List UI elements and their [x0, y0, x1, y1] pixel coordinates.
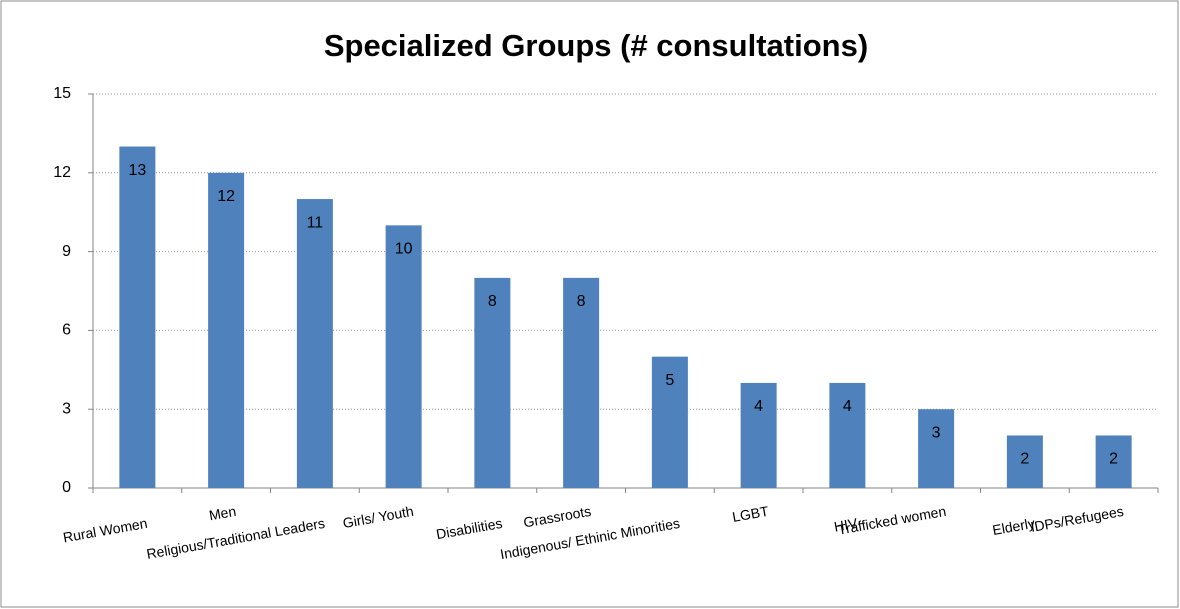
chart-title: Specialized Groups (# consultations)	[324, 28, 868, 63]
data-label: 13	[128, 162, 146, 179]
bar	[740, 382, 777, 488]
bar	[829, 382, 866, 488]
y-tick-label: 0	[62, 479, 71, 496]
bar	[385, 225, 422, 489]
data-label: 8	[577, 293, 586, 310]
y-tick-label: 6	[62, 322, 71, 339]
x-tick-label: HIV	[833, 515, 859, 535]
y-tick-label: 15	[53, 85, 71, 102]
bar	[651, 356, 688, 488]
x-tick-label: Men	[208, 503, 238, 523]
data-label: 11	[307, 214, 324, 231]
bar	[1095, 435, 1132, 488]
bar	[474, 277, 511, 488]
data-label: 4	[754, 398, 763, 415]
bar	[119, 146, 156, 489]
y-tick-label: 3	[62, 400, 71, 417]
bar	[296, 199, 333, 489]
x-tick-label: Elderly	[991, 515, 1036, 538]
data-label: 5	[665, 372, 674, 389]
x-tick-label: LGBT	[731, 503, 770, 525]
bar	[563, 277, 600, 488]
bar	[1006, 435, 1043, 488]
data-label: 2	[1020, 451, 1029, 468]
bar	[918, 409, 955, 488]
data-label: 8	[488, 293, 497, 310]
data-label: 4	[843, 398, 852, 415]
data-label: 3	[932, 424, 941, 441]
bar	[208, 172, 245, 489]
y-tick-label: 12	[53, 164, 71, 181]
y-tick-label: 9	[62, 243, 71, 260]
data-label: 12	[217, 188, 235, 205]
data-label: 10	[395, 241, 413, 258]
data-label: 2	[1109, 451, 1118, 468]
